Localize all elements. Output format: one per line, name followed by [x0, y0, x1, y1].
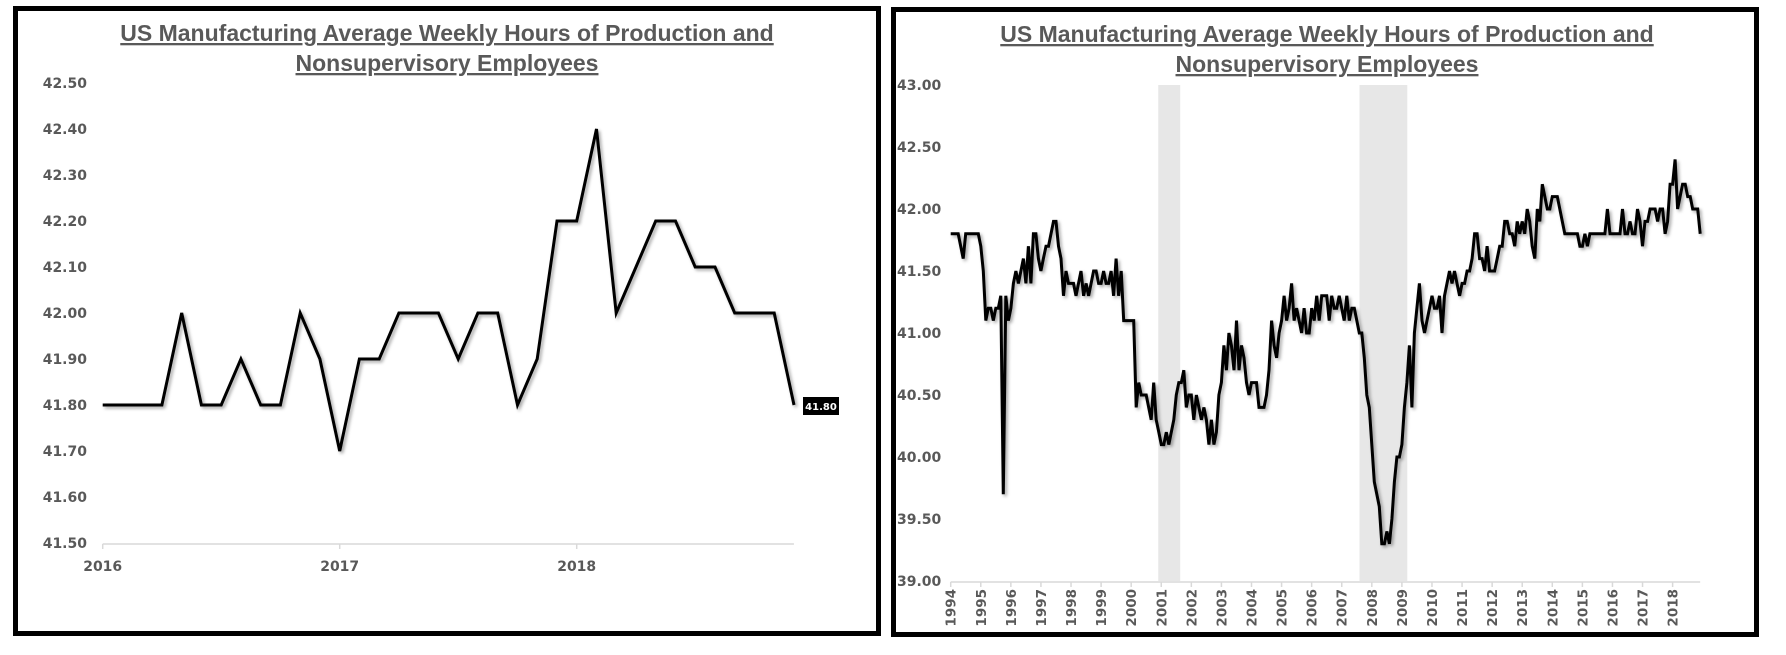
right-y-tick-label: 41.00: [897, 326, 942, 342]
right-plot-area: 43.00 42.50 42.00 41.50 41.00 40.50 40.00 39.50…: [897, 78, 1702, 627]
left-y-tick-label: 42.00: [43, 306, 88, 322]
right-x-tick-label: 2012: [1485, 589, 1501, 627]
left-y-tick-label: 42.50: [43, 76, 88, 92]
right-x-tick-label: 2018: [1666, 589, 1682, 627]
right-x-tick-label: 1996: [1004, 589, 1020, 627]
left-y-tick-label: 41.70: [43, 444, 88, 460]
right-x-tick-label: 2009: [1395, 589, 1411, 627]
left-x-tick-label: 2018: [557, 559, 596, 575]
right-chart-panel: [891, 7, 1759, 637]
right-x-tick-label: 2000: [1124, 589, 1140, 627]
right-y-tick-label: 43.00: [897, 78, 942, 94]
right-y-tick-label: 42.00: [897, 202, 942, 218]
last-value-label-bg: [803, 397, 839, 415]
right-y-tick-label: 40.50: [897, 388, 942, 404]
right-x-tick-label: 1997: [1034, 589, 1050, 627]
left-chart-title-line1: US Manufacturing Average Weekly Hours of…: [120, 20, 773, 46]
right-x-tick-label: 2014: [1545, 589, 1561, 627]
left-plot-area: 42.50 42.40 42.30 42.20 42.10 42.00 41.90 41.80…: [43, 76, 796, 575]
left-y-tick-label: 41.80: [43, 398, 88, 414]
right-x-tick-label: 2005: [1275, 589, 1291, 627]
left-y-tick-label: 41.60: [43, 490, 88, 506]
left-series-line: [102, 128, 796, 452]
right-x-tick-label: 2016: [1606, 589, 1622, 627]
recession-shading: [1158, 85, 1181, 581]
left-y-tick-label: 42.30: [43, 168, 88, 184]
recession-shading: [1359, 85, 1408, 581]
right-y-tick-label: 41.50: [897, 264, 942, 280]
left-chart-panel: [13, 6, 881, 636]
right-x-tick-label: 2001: [1154, 589, 1170, 627]
right-x-tick-label: 2007: [1335, 589, 1351, 627]
last-value-label-text: 41.80: [805, 402, 837, 413]
left-y-tick-label: 41.90: [43, 352, 88, 368]
left-chart-title-line2: Nonsupervisory Employees: [296, 50, 599, 76]
right-x-tick-label: 2006: [1305, 589, 1321, 627]
left-y-tick-label: 42.20: [43, 214, 88, 230]
right-x-tick-label: 2013: [1515, 589, 1531, 627]
last-value-label: 41.80: [803, 397, 839, 415]
right-y-tick-label: 42.50: [897, 140, 942, 156]
right-x-tick-label: 2015: [1575, 589, 1591, 627]
right-x-tick-label: 1995: [974, 589, 990, 627]
left-y-tick-label: 42.10: [43, 260, 88, 276]
right-x-tick-label: 2011: [1455, 589, 1471, 627]
right-chart-title-line1: US Manufacturing Average Weekly Hours of…: [1000, 21, 1653, 47]
right-y-tick-label: 39.00: [897, 574, 942, 590]
right-chart-title-line2: Nonsupervisory Employees: [1176, 51, 1479, 77]
right-x-tick-label: 2017: [1636, 589, 1652, 627]
left-x-tick-label: 2016: [83, 559, 122, 575]
right-x-tick-label: 2004: [1245, 589, 1261, 627]
right-x-tick-label: 2003: [1214, 589, 1230, 627]
right-x-tick-label: 1998: [1064, 589, 1080, 627]
right-series-line: [950, 159, 1702, 546]
right-x-tick-label: 2002: [1184, 589, 1200, 627]
right-x-tick-label: 2008: [1365, 589, 1381, 627]
right-x-tick-label: 2010: [1425, 589, 1441, 627]
left-y-tick-label: 42.40: [43, 122, 88, 138]
right-x-tick-label: 1999: [1094, 589, 1110, 627]
right-x-tick-label: 1994: [944, 589, 960, 627]
right-y-tick-label: 39.50: [897, 512, 942, 528]
right-y-tick-label: 40.00: [897, 450, 942, 466]
left-y-tick-label: 41.50: [43, 536, 88, 552]
left-x-tick-label: 2017: [320, 559, 359, 575]
